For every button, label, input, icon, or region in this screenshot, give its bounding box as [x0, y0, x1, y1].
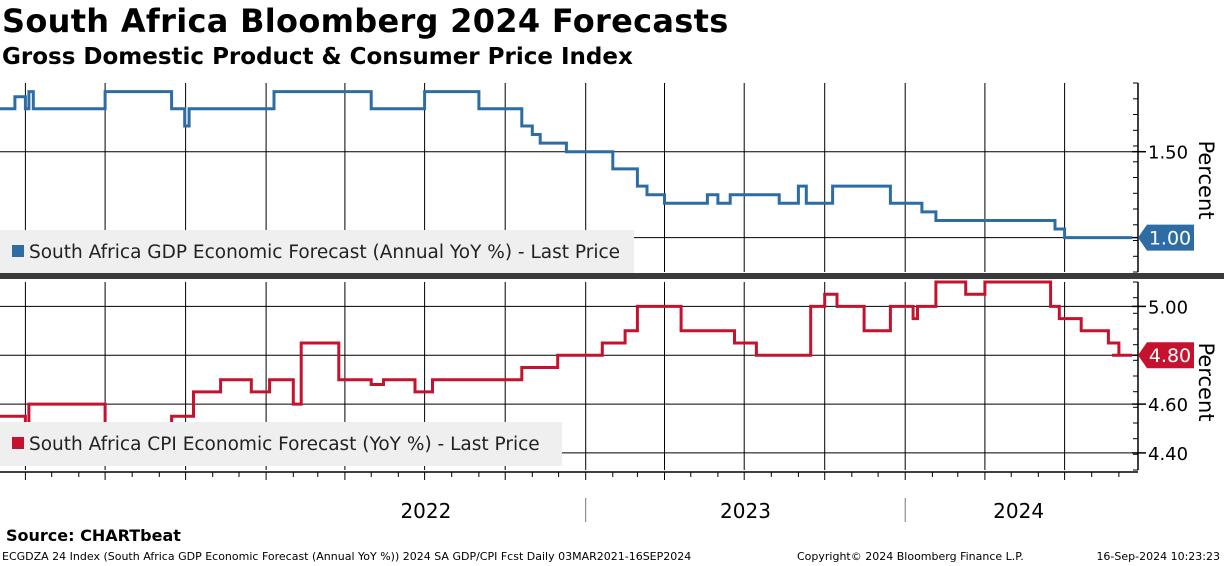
x-year-label: 2022 [400, 499, 451, 523]
series-line [0, 280, 1132, 430]
chart-subtitle: Gross Domestic Product & Consumer Price … [2, 44, 633, 70]
y-axis-label: Percent [1194, 342, 1218, 421]
y-tick-label: 4.60 [1148, 395, 1188, 416]
footer-copyright: Copyright© 2024 Bloomberg Finance L.P. [797, 550, 1024, 563]
last-value-label: 4.80 [1149, 345, 1191, 367]
legend-label: South Africa GDP Economic Forecast (Annu… [29, 242, 620, 263]
last-value-tag [1138, 224, 1194, 251]
legend-swatch [12, 245, 24, 257]
y-axis-label: Percent [1194, 140, 1218, 219]
y-tick-label: 4.40 [1148, 444, 1188, 465]
last-value-label: 1.00 [1149, 228, 1191, 250]
legend-swatch [12, 437, 24, 449]
y-tick-label: 1.50 [1148, 143, 1188, 164]
panel-separator [0, 273, 1224, 279]
footer-index-description: ECGDZA 24 Index (South Africa GDP Econom… [2, 550, 692, 563]
x-year-label: 2024 [993, 499, 1044, 523]
legend-box [0, 422, 562, 466]
footer-timestamp: 16-Sep-2024 10:23:23 [1096, 550, 1220, 563]
legend-label: South Africa CPI Economic Forecast (YoY … [29, 434, 540, 455]
source-note: Source: CHARTbeat [6, 526, 181, 545]
last-value-tag [1138, 342, 1194, 369]
legend-box [0, 230, 634, 274]
series-line [0, 90, 1132, 240]
y-tick-label: 5.00 [1148, 297, 1188, 318]
chart-title: South Africa Bloomberg 2024 Forecasts [2, 2, 729, 40]
x-year-label: 2023 [720, 499, 771, 523]
